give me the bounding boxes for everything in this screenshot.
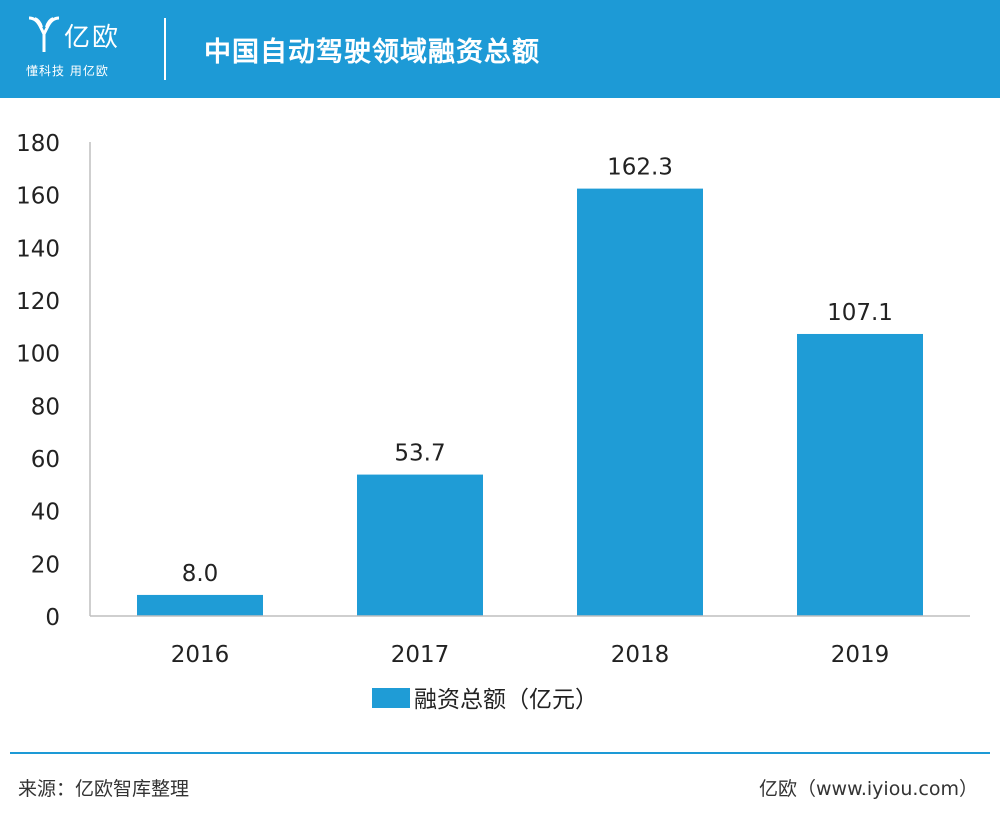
x-tick-label-2016: 2016 xyxy=(171,642,230,668)
data-labels: 8.0 53.7 162.3 107.1 xyxy=(182,155,893,587)
source-note: 来源：亿欧智库整理 xyxy=(18,778,190,800)
legend-label: 融资总额（亿元） xyxy=(414,687,598,713)
y-axis: 0 20 40 60 80 100 120 140 160 180 xyxy=(16,131,91,631)
page-title: 中国自动驾驶领域融资总额 xyxy=(204,37,540,68)
bar-2016 xyxy=(137,594,263,616)
data-label-2018: 162.3 xyxy=(607,155,673,181)
y-tick-label: 40 xyxy=(31,500,60,526)
y-tick-label: 120 xyxy=(16,289,60,315)
x-tick-label-2019: 2019 xyxy=(831,642,890,668)
bar-2018 xyxy=(577,188,703,617)
x-tick-label-2017: 2017 xyxy=(391,642,450,668)
header-divider xyxy=(164,18,166,80)
y-tick-label: 140 xyxy=(16,236,60,262)
legend: 融资总额（亿元） xyxy=(372,687,598,713)
y-tick-label: 80 xyxy=(31,394,60,420)
bar-2019 xyxy=(797,333,923,616)
legend-swatch xyxy=(372,688,410,708)
footer-divider xyxy=(10,752,990,754)
y-tick-label: 160 xyxy=(16,184,60,210)
data-label-2017: 53.7 xyxy=(394,441,445,467)
logo-slogan: 懂科技 用亿欧 xyxy=(26,64,109,78)
logo-y-icon xyxy=(28,16,60,52)
logo-name: 亿欧 xyxy=(64,23,121,53)
bars xyxy=(137,188,923,617)
y-tick-label: 20 xyxy=(31,552,60,578)
site-credit: 亿欧（www.iyiou.com） xyxy=(758,778,978,800)
data-label-2016: 8.0 xyxy=(182,561,219,587)
y-tick-label: 180 xyxy=(16,131,60,157)
bar-2017 xyxy=(357,474,483,616)
bar-chart: 0 20 40 60 80 100 120 140 160 180 8.0 53.7 162.3 107… xyxy=(16,131,970,713)
header-banner: 亿欧 懂科技 用亿欧 中国自动驾驶领域融资总额 xyxy=(0,0,1000,98)
brand-logo[interactable]: 亿欧 懂科技 用亿欧 xyxy=(26,14,146,84)
y-tick-label: 60 xyxy=(31,447,60,473)
y-tick-label: 100 xyxy=(16,342,60,368)
x-axis: 2016 2017 2018 2019 xyxy=(90,615,970,668)
y-tick-label: 0 xyxy=(45,605,60,631)
data-label-2019: 107.1 xyxy=(827,300,893,326)
x-tick-label-2018: 2018 xyxy=(611,642,670,668)
